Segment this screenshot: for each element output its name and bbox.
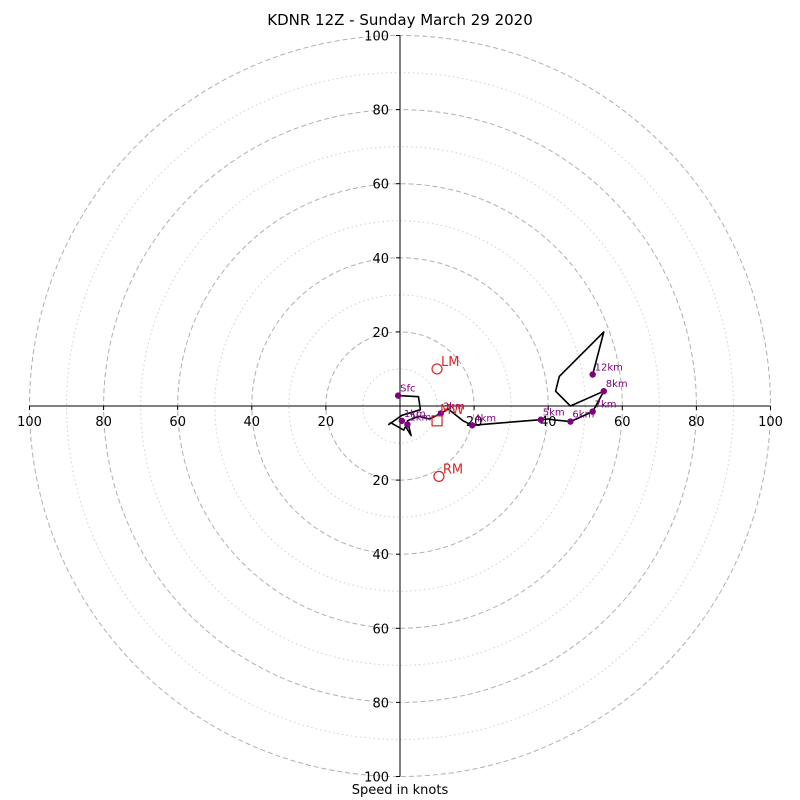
level-label: 3km xyxy=(443,401,465,412)
tick-labels: 100 80 60 40 20 20 40 60 80 100100806040202040608… xyxy=(17,30,783,786)
y-tick-label: 80 xyxy=(372,696,389,711)
y-tick-label: 100 xyxy=(364,771,389,786)
level-point xyxy=(398,417,406,425)
level-point xyxy=(589,371,596,378)
mean-wind-marker xyxy=(431,415,443,427)
level-point xyxy=(437,410,444,417)
y-tick-label: 20 xyxy=(372,326,389,341)
mean-wind-label: MW xyxy=(440,403,464,418)
level-point xyxy=(469,422,476,429)
y-tick-label: 60 xyxy=(372,622,389,637)
chart-title: KDNR 12Z - Sunday March 29 2020 xyxy=(267,11,533,29)
x-tick-label: 20 xyxy=(318,415,335,430)
storm-motion-marker xyxy=(431,363,443,375)
x-tick-label: 60 xyxy=(169,415,186,430)
y-tick-label: 80 xyxy=(372,104,389,119)
y-tick-label: 20 xyxy=(372,474,389,489)
axes xyxy=(29,35,771,777)
y-tick-label: 40 xyxy=(372,548,389,563)
storm-motion-label: LM xyxy=(441,355,459,370)
level-label: Sfc xyxy=(400,384,415,395)
storm-motion-marker xyxy=(433,470,445,482)
level-point xyxy=(589,408,596,415)
level-label: 4km xyxy=(474,413,496,424)
hodograph-trace xyxy=(388,331,605,437)
y-tick-label: 100 xyxy=(364,30,389,45)
level-label: 1km xyxy=(404,409,426,420)
level-label: 8km xyxy=(606,379,628,390)
storm-motion-label: RM xyxy=(443,462,463,477)
x-tick-label: 100 xyxy=(17,415,42,430)
level-point xyxy=(394,392,402,399)
y-tick-label: 60 xyxy=(372,178,389,193)
level-point xyxy=(600,387,607,395)
x-tick-label: 80 xyxy=(95,415,112,430)
level-label: 12km xyxy=(595,363,623,374)
level-point xyxy=(537,416,544,423)
level-label: 6km xyxy=(572,410,594,421)
level-label: 2km xyxy=(409,413,431,424)
y-tick-label: 40 xyxy=(372,252,389,267)
x-tick-label: 80 xyxy=(688,415,705,430)
level-point xyxy=(567,418,574,425)
x-tick-label: 40 xyxy=(244,415,261,430)
storm-motions: LM RM MW xyxy=(431,355,464,482)
x-axis-label: Speed in knots xyxy=(351,783,449,798)
level-label: 7km xyxy=(595,400,617,411)
x-tick-label: 60 xyxy=(614,415,631,430)
x-tick-label: 100 xyxy=(758,415,783,430)
level-point xyxy=(404,421,411,428)
hodograph-line xyxy=(388,331,605,437)
level-label: 5km xyxy=(543,408,565,419)
